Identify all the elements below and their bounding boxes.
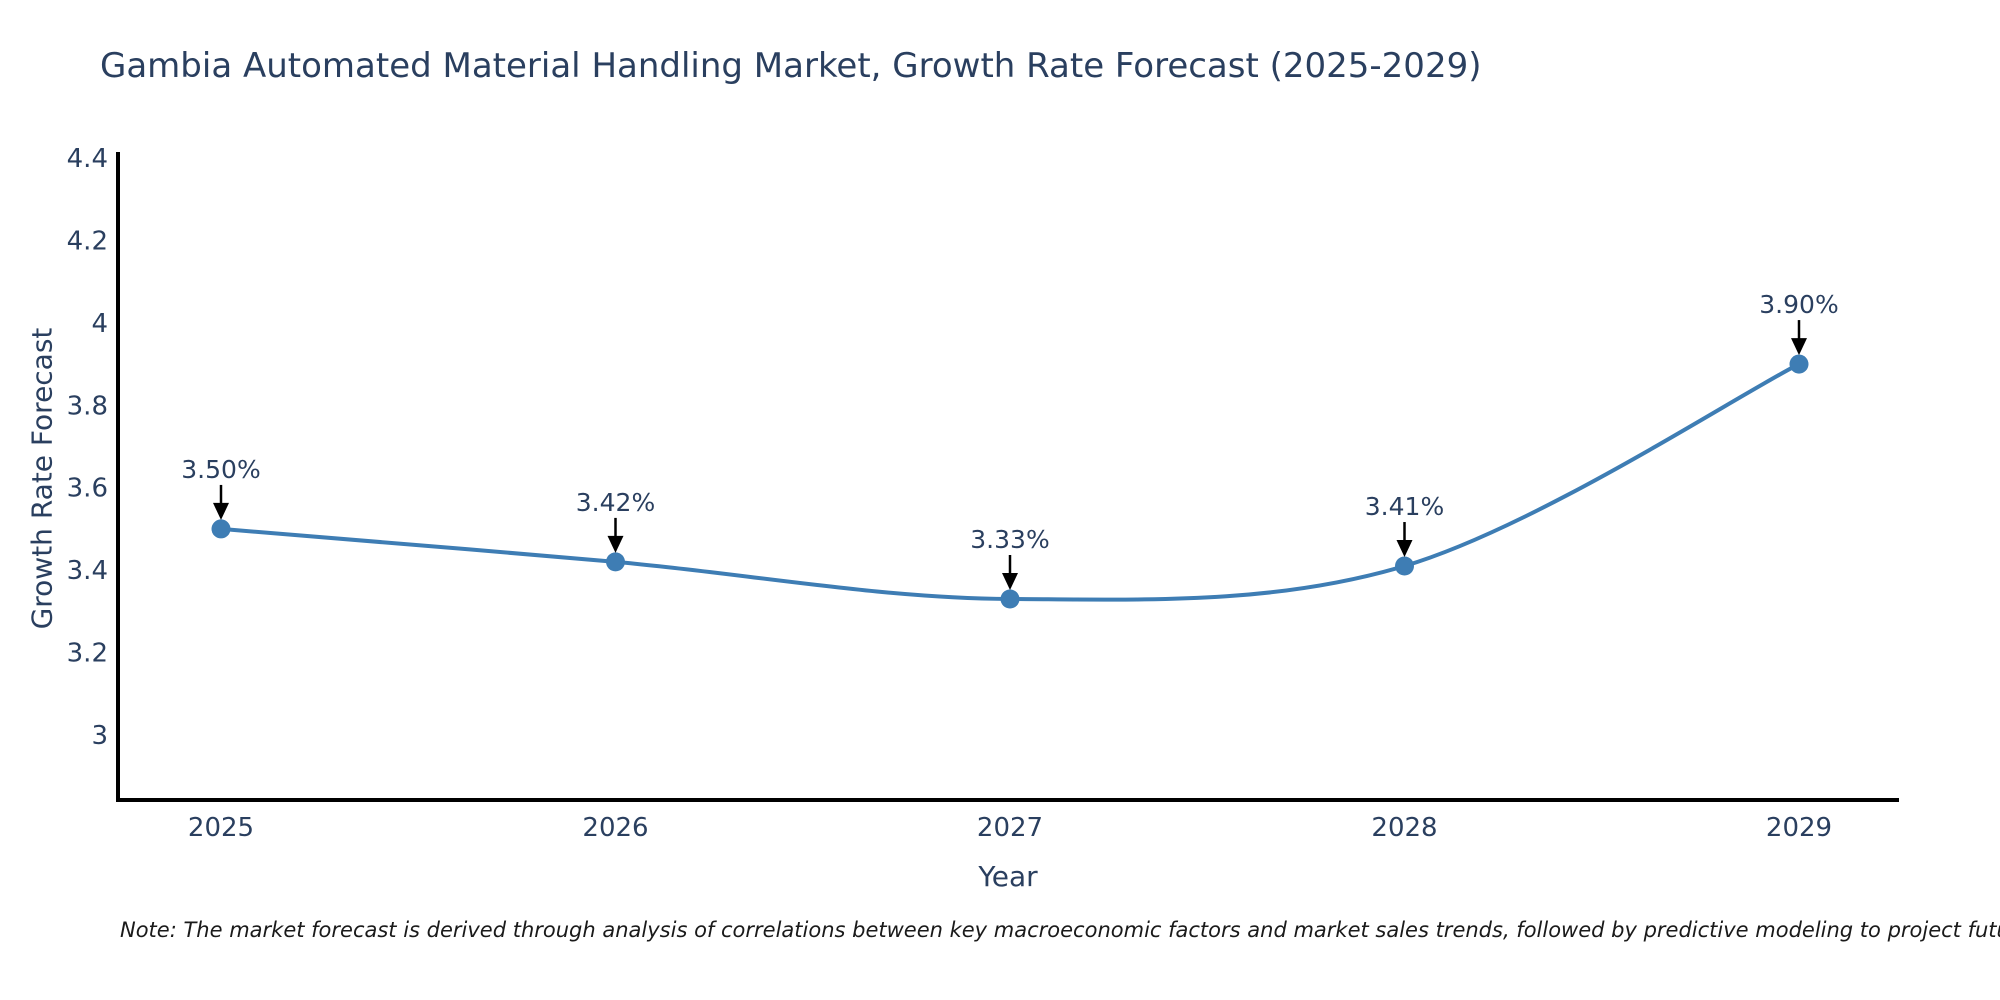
point-annotation-label: 3.42% <box>576 488 655 517</box>
y-tick-label: 4.2 <box>67 226 108 256</box>
chart-title: Gambia Automated Material Handling Marke… <box>100 46 1482 86</box>
data-point-marker <box>211 519 231 539</box>
x-tick-label: 2026 <box>582 813 648 843</box>
point-annotation-label: 3.90% <box>1759 290 1838 319</box>
point-annotation-label: 3.50% <box>181 455 260 484</box>
data-point-marker <box>1000 589 1020 609</box>
data-point-marker <box>606 552 625 572</box>
y-tick-label: 3.8 <box>67 391 108 421</box>
y-tick-label: 4.4 <box>67 144 108 174</box>
annotation-arrow-head <box>1396 540 1413 558</box>
y-tick-label: 4 <box>91 309 108 339</box>
series-line <box>220 362 1800 602</box>
y-tick-label: 3.2 <box>67 639 108 669</box>
footnote: Note: The market forecast is derived thr… <box>120 918 2000 942</box>
x-axis-title: Year <box>978 860 1038 893</box>
annotation-arrow-head <box>1791 338 1807 356</box>
annotation-arrow-head <box>1002 572 1018 590</box>
point-annotation-label: 3.41% <box>1365 492 1444 521</box>
y-tick-label: 3.6 <box>67 474 108 504</box>
data-point-marker <box>1789 354 1809 374</box>
point-annotation-label: 3.33% <box>970 525 1049 554</box>
data-point-marker <box>1395 556 1414 576</box>
annotation-arrow-head <box>213 502 229 520</box>
x-tick-label: 2028 <box>1371 813 1437 843</box>
y-tick-label: 3.4 <box>67 556 108 586</box>
y-tick-label: 3 <box>91 721 108 751</box>
annotation-arrow-head <box>607 535 624 553</box>
x-tick-label: 2025 <box>188 813 254 843</box>
x-tick-label: 2027 <box>977 813 1043 843</box>
x-tick-label: 2029 <box>1766 813 1832 843</box>
